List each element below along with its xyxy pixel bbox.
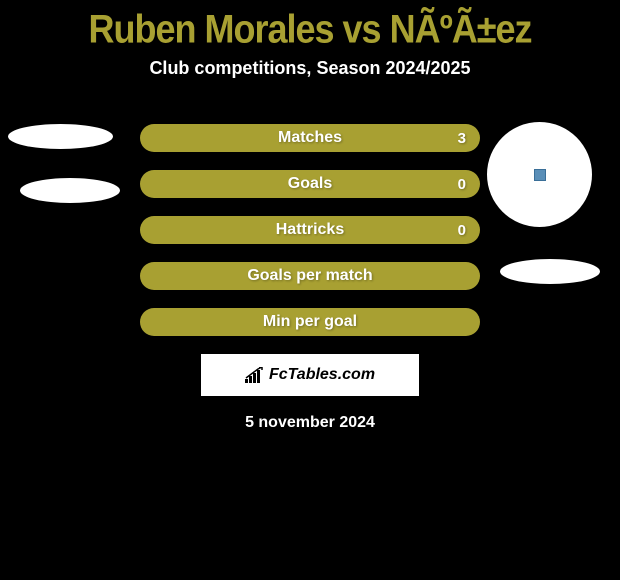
stat-label: Matches bbox=[278, 129, 342, 147]
stat-row: Hattricks 0 bbox=[140, 216, 480, 244]
stats-container: Matches 3 Goals 0 Hattricks 0 Goals per … bbox=[140, 124, 480, 336]
decoration-ellipse-left-1 bbox=[8, 124, 113, 149]
logo-text: FcTables.com bbox=[269, 366, 375, 384]
stat-label: Min per goal bbox=[263, 313, 357, 331]
placeholder-icon bbox=[534, 169, 546, 181]
stat-value: 0 bbox=[458, 176, 466, 193]
stat-row: Matches 3 bbox=[140, 124, 480, 152]
logo-container[interactable]: FcTables.com bbox=[201, 354, 419, 396]
stat-label: Hattricks bbox=[276, 221, 344, 239]
decoration-ellipse-right bbox=[500, 259, 600, 284]
stat-row: Min per goal bbox=[140, 308, 480, 336]
stat-label: Goals per match bbox=[247, 267, 372, 285]
decoration-circle-right bbox=[487, 122, 592, 227]
chart-icon bbox=[245, 367, 265, 383]
stat-value: 0 bbox=[458, 222, 466, 239]
stat-label: Goals bbox=[288, 175, 332, 193]
page-title: Ruben Morales vs NÃºÃ±ez bbox=[0, 0, 620, 53]
stat-row: Goals 0 bbox=[140, 170, 480, 198]
stat-row: Goals per match bbox=[140, 262, 480, 290]
logo-content: FcTables.com bbox=[245, 366, 375, 384]
subtitle: Club competitions, Season 2024/2025 bbox=[0, 58, 620, 79]
stat-value: 3 bbox=[458, 130, 466, 147]
decoration-ellipse-left-2 bbox=[20, 178, 120, 203]
date-label: 5 november 2024 bbox=[0, 414, 620, 432]
